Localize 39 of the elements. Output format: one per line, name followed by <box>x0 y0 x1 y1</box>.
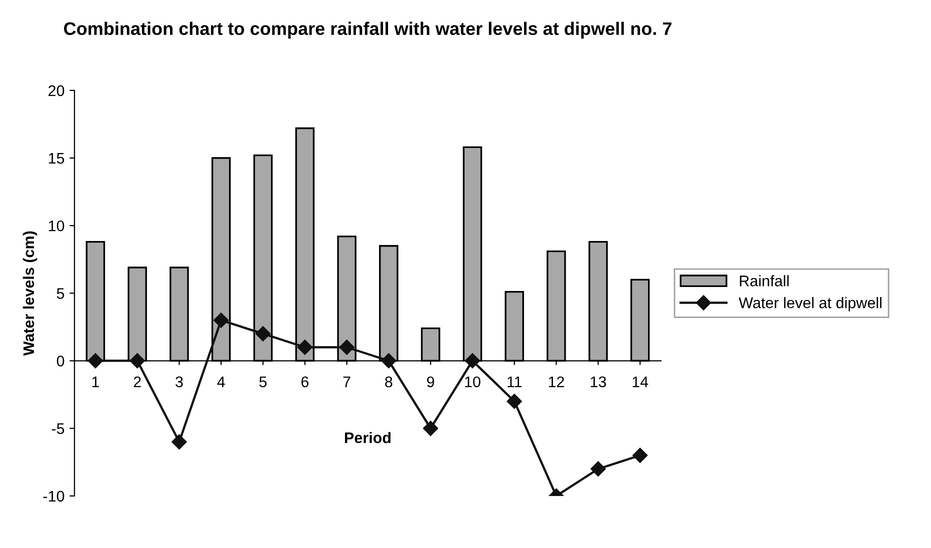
x-tick-label: 2 <box>134 376 141 388</box>
point <box>172 434 187 450</box>
x-tick-label: 10 <box>465 376 480 388</box>
point <box>464 353 480 368</box>
point <box>255 326 271 342</box>
y-tick-label: 0 <box>56 356 64 366</box>
legend-label: Rainfall <box>740 275 789 286</box>
legend-label: Water level at dipwell <box>738 297 882 312</box>
y-tick-label: -10 <box>43 490 64 502</box>
x-tick-label: 13 <box>590 376 606 388</box>
x-tick-label: 4 <box>217 376 225 388</box>
point <box>381 353 396 368</box>
point <box>590 461 606 476</box>
x-tick-label: 9 <box>427 376 434 388</box>
x-axis-title: Period <box>344 432 391 444</box>
x-tick-label: 7 <box>343 376 350 388</box>
point <box>297 340 312 355</box>
x-tick-label: 12 <box>548 376 564 388</box>
x-tick-label: 6 <box>301 376 308 388</box>
point <box>423 420 438 436</box>
y-tick-label: 15 <box>48 153 64 164</box>
y-tick-label: -5 <box>52 423 64 434</box>
x-tick-label: 11 <box>508 376 522 388</box>
point <box>88 353 103 368</box>
x-tick-label: 8 <box>385 376 392 388</box>
point <box>632 448 648 463</box>
point <box>130 353 145 368</box>
point <box>506 394 522 409</box>
y-axis-title: Water levels (cm) <box>22 231 38 356</box>
point <box>339 340 354 355</box>
y-tick-label: 10 <box>48 220 64 232</box>
y-tick-label: 20 <box>48 85 64 96</box>
x-tick-label: 14 <box>632 376 648 388</box>
point <box>214 312 229 328</box>
y-tick-label: 5 <box>56 288 64 299</box>
x-tick-label: 3 <box>176 376 183 388</box>
chart-title: Combination chart to compare rainfall with water levels at dipwell no. 7 <box>64 22 672 39</box>
x-tick-label: 1 <box>92 376 99 388</box>
x-tick-label: 5 <box>259 376 267 388</box>
